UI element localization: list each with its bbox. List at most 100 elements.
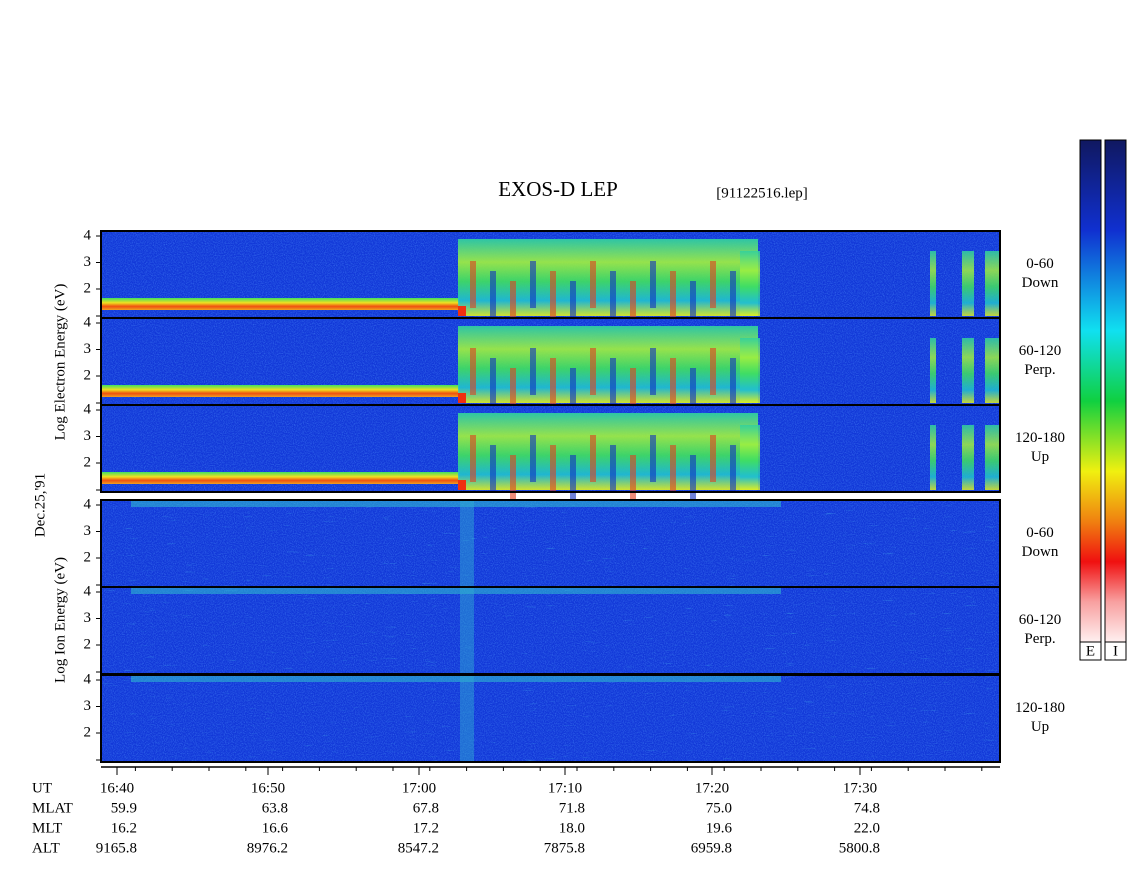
top-band [131, 676, 781, 682]
row-value: 18.0 [559, 820, 585, 836]
y-tick-label: 2 [84, 367, 92, 383]
streak [470, 435, 476, 482]
time-label: 17:20 [695, 780, 729, 796]
row-value: 71.8 [559, 800, 585, 816]
row-value: 9165.8 [96, 840, 137, 856]
row-value: 6959.8 [691, 840, 732, 856]
panel-label: 120-180 [1015, 430, 1065, 446]
colorbar [1104, 139, 1127, 643]
streaks [101, 675, 1000, 762]
streak [550, 445, 556, 492]
top-band [131, 501, 781, 507]
burst [985, 425, 1000, 490]
burst [985, 338, 1000, 403]
column [460, 587, 474, 674]
colorbar-label: E [1086, 643, 1095, 659]
streak [730, 358, 736, 405]
colorbar-cap [1104, 641, 1127, 661]
streak [650, 435, 656, 482]
time-label: 17:10 [548, 780, 582, 796]
panel-label: Up [1031, 449, 1049, 465]
streak [610, 271, 616, 318]
streak [670, 445, 676, 492]
streak [570, 368, 576, 415]
panel-frame [100, 674, 1001, 763]
row-value: 5800.8 [839, 840, 880, 856]
streak [490, 358, 496, 405]
row-value: 75.0 [706, 800, 732, 816]
row-value: 22.0 [854, 820, 880, 836]
panel-label: Up [1031, 719, 1049, 735]
column [460, 500, 474, 587]
time-label: 16:50 [251, 780, 285, 796]
panel-label: 0-60 [1026, 525, 1054, 541]
streak [470, 261, 476, 308]
column [460, 675, 474, 762]
streaks [101, 587, 1000, 674]
y-tick-label: 2 [84, 454, 92, 470]
y-tick-label: 3 [84, 341, 92, 357]
y-tick-label: 2 [84, 280, 92, 296]
streak [730, 445, 736, 492]
burst [740, 338, 760, 403]
date: Dec.25,'91 [32, 473, 48, 537]
burst [930, 425, 936, 490]
burst-edge [458, 393, 466, 403]
y-tick-label: 4 [84, 496, 92, 512]
panel-label: 60-120 [1019, 612, 1062, 628]
row-name: UT [32, 780, 52, 796]
streak [690, 455, 696, 502]
streak [530, 261, 536, 308]
panel-label: Down [1022, 544, 1059, 560]
colorbar-label: I [1113, 643, 1118, 659]
y-tick-label: 2 [84, 724, 92, 740]
burst [962, 425, 974, 490]
streak [510, 368, 516, 415]
streak [530, 348, 536, 395]
time-label: 17:30 [843, 780, 877, 796]
y-tick-label: 2 [84, 549, 92, 565]
burst [458, 326, 758, 403]
y-tick-label: 2 [84, 636, 92, 652]
row-value: 59.9 [111, 800, 137, 816]
ion-axis-label: Log Ion Energy (eV) [52, 557, 68, 683]
low-band [101, 385, 459, 397]
streak [630, 281, 636, 328]
y-tick-label: 4 [84, 401, 92, 417]
y-tick-label: 4 [84, 227, 92, 243]
panel-label: Perp. [1024, 631, 1055, 647]
colorbar-cap [1079, 641, 1102, 661]
burst [458, 239, 758, 316]
burst [740, 251, 760, 316]
streak [570, 281, 576, 328]
panel-label: 60-120 [1019, 343, 1062, 359]
burst [930, 251, 936, 316]
y-tick-label: 3 [84, 698, 92, 714]
colorbar [1079, 139, 1102, 643]
title: EXOS-D LEP [498, 177, 618, 201]
panel-label: Down [1022, 275, 1059, 291]
row-value: 16.6 [262, 820, 289, 836]
streak [690, 368, 696, 415]
y-tick-label: 3 [84, 523, 92, 539]
streak [590, 261, 596, 308]
streak [510, 281, 516, 328]
top-band [131, 588, 781, 594]
streak [710, 348, 716, 395]
row-value: 67.8 [413, 800, 439, 816]
row-value: 74.8 [854, 800, 880, 816]
streak [630, 455, 636, 502]
burst-edge [458, 480, 466, 490]
streak [610, 358, 616, 405]
time-label: 17:00 [402, 780, 436, 796]
spectrogram [100, 230, 1001, 763]
streak [690, 281, 696, 328]
streak [550, 358, 556, 405]
streak [710, 261, 716, 308]
y-tick-label: 4 [84, 583, 92, 599]
burst [962, 251, 974, 316]
panel-frame [100, 404, 1001, 493]
streak [530, 435, 536, 482]
file-id: [91122516.lep] [716, 185, 808, 201]
